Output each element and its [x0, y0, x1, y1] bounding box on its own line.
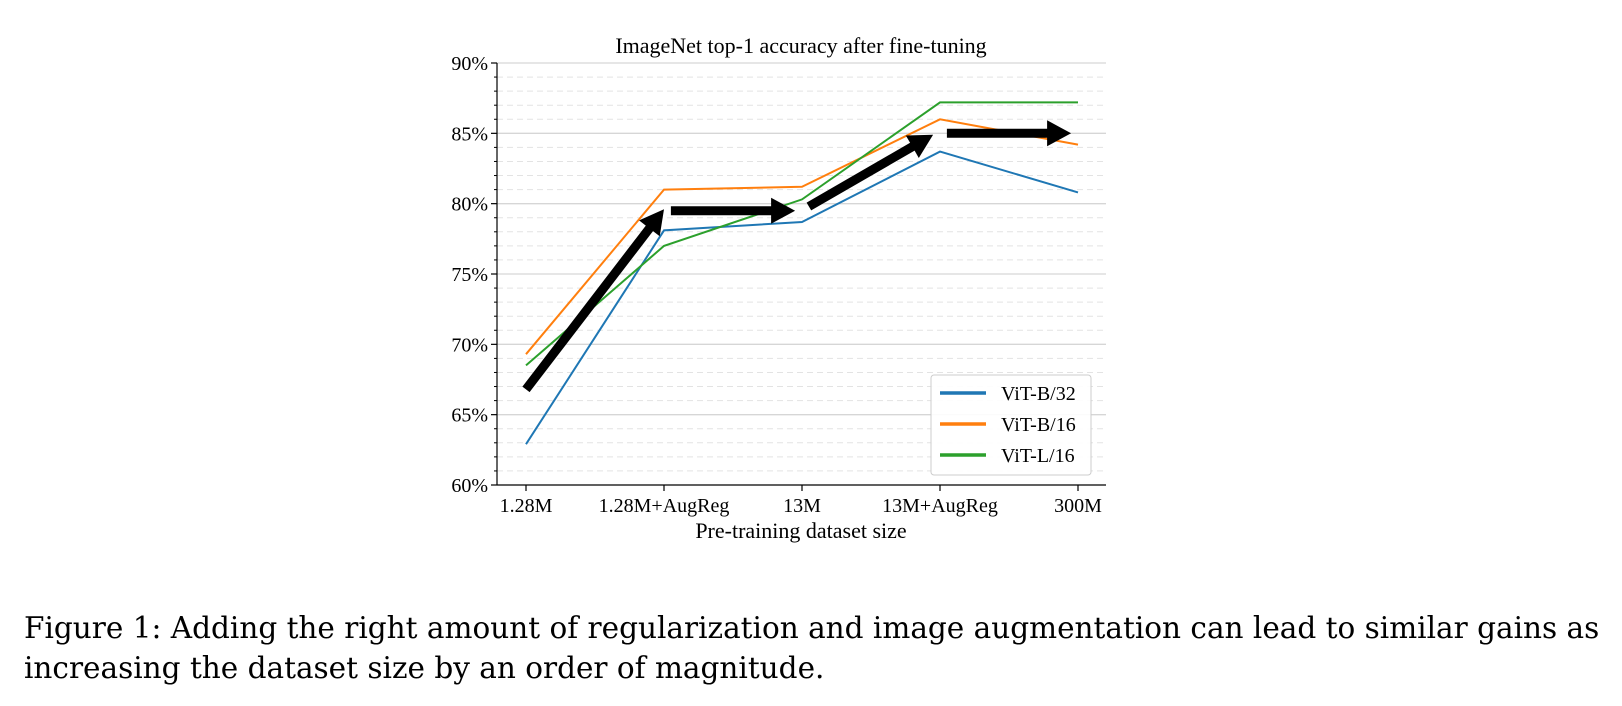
annotation-arrow — [670, 197, 796, 224]
annotation-arrow — [806, 134, 934, 211]
x-tick-label: 1.28M — [500, 495, 553, 517]
legend-label: ViT-B/16 — [1001, 414, 1076, 436]
figure-caption: Figure 1: Adding the right amount of reg… — [24, 611, 1600, 685]
legend-box — [930, 374, 1092, 476]
annotation-arrows — [522, 120, 1072, 393]
x-tick-label: 1.28M+AugReg — [599, 495, 730, 517]
y-tick-label: 70% — [451, 334, 488, 356]
legend-label: ViT-B/32 — [1001, 383, 1076, 405]
annotation-arrow — [946, 120, 1072, 147]
x-tick-label: 13M — [783, 495, 821, 517]
axes: 60% 65% 70% 75% 80% 85% 90% 1.28M 1.28M+AugReg 13… — [451, 53, 1106, 517]
series-lines — [525, 101, 1079, 445]
line-chart: 60% 65% 70% 75% 80% 85% 90% 1.28M 1.28M+AugReg 13… — [451, 33, 1106, 543]
y-tick-label: 75% — [451, 264, 488, 286]
legend: ViT-B/32 ViT-B/16 ViT-L/16 — [930, 374, 1092, 476]
y-tick-label: 85% — [451, 123, 488, 145]
x-tick-label: 13M+AugReg — [882, 495, 998, 517]
x-axis-label: Pre-training dataset size — [695, 518, 906, 543]
y-tick-label: 65% — [451, 405, 488, 427]
y-tick-label: 90% — [451, 53, 488, 75]
series-line-vit-b-16 — [525, 118, 1079, 355]
series-line-vit-b-32 — [525, 150, 1079, 445]
grid — [497, 62, 1106, 472]
chart-title: ImageNet top-1 accuracy after fine-tunin… — [615, 33, 986, 58]
y-tick-label: 60% — [451, 475, 488, 497]
x-tick-label: 300M — [1054, 495, 1102, 517]
y-tick-label: 80% — [451, 194, 488, 216]
legend-label: ViT-L/16 — [1001, 445, 1075, 467]
annotation-arrow — [522, 209, 664, 393]
series-line-vit-l-16 — [525, 101, 1078, 367]
